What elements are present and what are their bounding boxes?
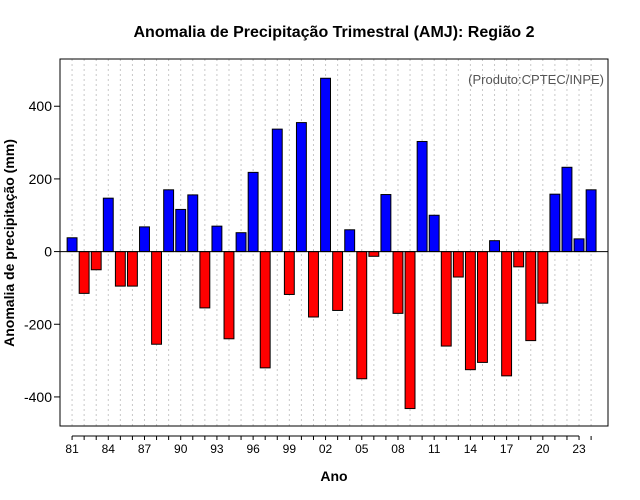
bar-1995 xyxy=(235,232,247,253)
bar-1987 xyxy=(139,226,150,253)
bar-2004 xyxy=(344,229,356,253)
bar-1994 xyxy=(223,251,235,340)
x-axis: 81 84 87 90 93 96 99 02 05 08 11 14 17 20 23 xyxy=(65,435,592,456)
bar-2014 xyxy=(464,251,476,371)
x-tick-label: 23 xyxy=(572,442,586,456)
bar-1986 xyxy=(126,251,138,287)
x-tick-label: 20 xyxy=(536,442,550,456)
bar-2019 xyxy=(525,251,537,342)
bar-1990 xyxy=(175,208,187,253)
bar-1984 xyxy=(102,197,114,253)
x-tick-label: 99 xyxy=(283,442,297,456)
bar-2000 xyxy=(295,122,307,253)
y-tick-label: -200 xyxy=(24,316,52,332)
x-tick-label: 93 xyxy=(210,442,224,456)
y-tick-label: 0 xyxy=(44,244,52,260)
bar-1989 xyxy=(163,189,175,253)
x-tick-label: 96 xyxy=(246,442,260,456)
x-tick-label: 11 xyxy=(428,442,441,456)
bar-2007 xyxy=(380,194,392,253)
bar-2012 xyxy=(440,251,452,347)
x-tick-label: 81 xyxy=(65,442,79,456)
bar-1993 xyxy=(211,225,223,253)
bar-2023 xyxy=(573,238,585,253)
bar-2015 xyxy=(477,251,488,363)
bar-1996 xyxy=(247,171,259,253)
y-tick-label: 400 xyxy=(29,98,53,114)
bar-1983 xyxy=(90,251,102,271)
x-tick-label: 84 xyxy=(102,442,116,456)
x-tick-label: 17 xyxy=(500,442,514,456)
bar-2024 xyxy=(585,189,597,253)
y-tick-label: -400 xyxy=(24,389,52,405)
plot-frame xyxy=(59,58,609,427)
y-axis-label: Anomalia de precipitação (mm) xyxy=(1,139,17,347)
bar-2013 xyxy=(452,251,464,278)
bar-1998 xyxy=(271,128,283,253)
bar-2001 xyxy=(308,251,319,318)
chart-title: Anomalia de Precipitação Trimestral (AMJ… xyxy=(133,24,534,41)
bar-1982 xyxy=(78,251,90,294)
bar-2018 xyxy=(513,251,525,268)
bar-2003 xyxy=(332,251,344,311)
x-tick-label: 02 xyxy=(319,442,333,456)
bar-2006 xyxy=(368,251,380,257)
bar-1999 xyxy=(283,251,295,295)
bar-1981 xyxy=(66,237,78,253)
x-tick-label: 05 xyxy=(355,442,369,456)
bar-2020 xyxy=(537,251,549,304)
bar-2005 xyxy=(356,251,368,380)
bars-group xyxy=(66,77,597,410)
x-axis-label: Ano xyxy=(320,468,347,484)
bar-2010 xyxy=(416,140,428,253)
bar-2009 xyxy=(404,251,416,410)
bar-1988 xyxy=(151,251,163,345)
bar-1991 xyxy=(187,194,199,253)
x-tick-label: 87 xyxy=(138,442,152,456)
bar-2002 xyxy=(320,77,331,253)
bar-2008 xyxy=(392,251,404,314)
y-axis: -400 -200 0 200 400 xyxy=(24,98,60,405)
bar-2022 xyxy=(561,166,573,253)
bar-2011 xyxy=(428,214,440,253)
x-tick-label: 14 xyxy=(464,442,478,456)
x-tick-label: 08 xyxy=(391,442,405,456)
bar-2016 xyxy=(489,240,500,253)
bar-1985 xyxy=(114,251,126,287)
bar-2021 xyxy=(549,193,561,253)
bar-1997 xyxy=(259,251,271,369)
bar-1992 xyxy=(199,251,211,309)
x-tick-label: 90 xyxy=(174,442,188,456)
bar-2017 xyxy=(501,251,513,377)
source-annotation: (Produto:CPTEC/INPE) xyxy=(468,72,604,87)
y-tick-label: 200 xyxy=(29,171,53,187)
